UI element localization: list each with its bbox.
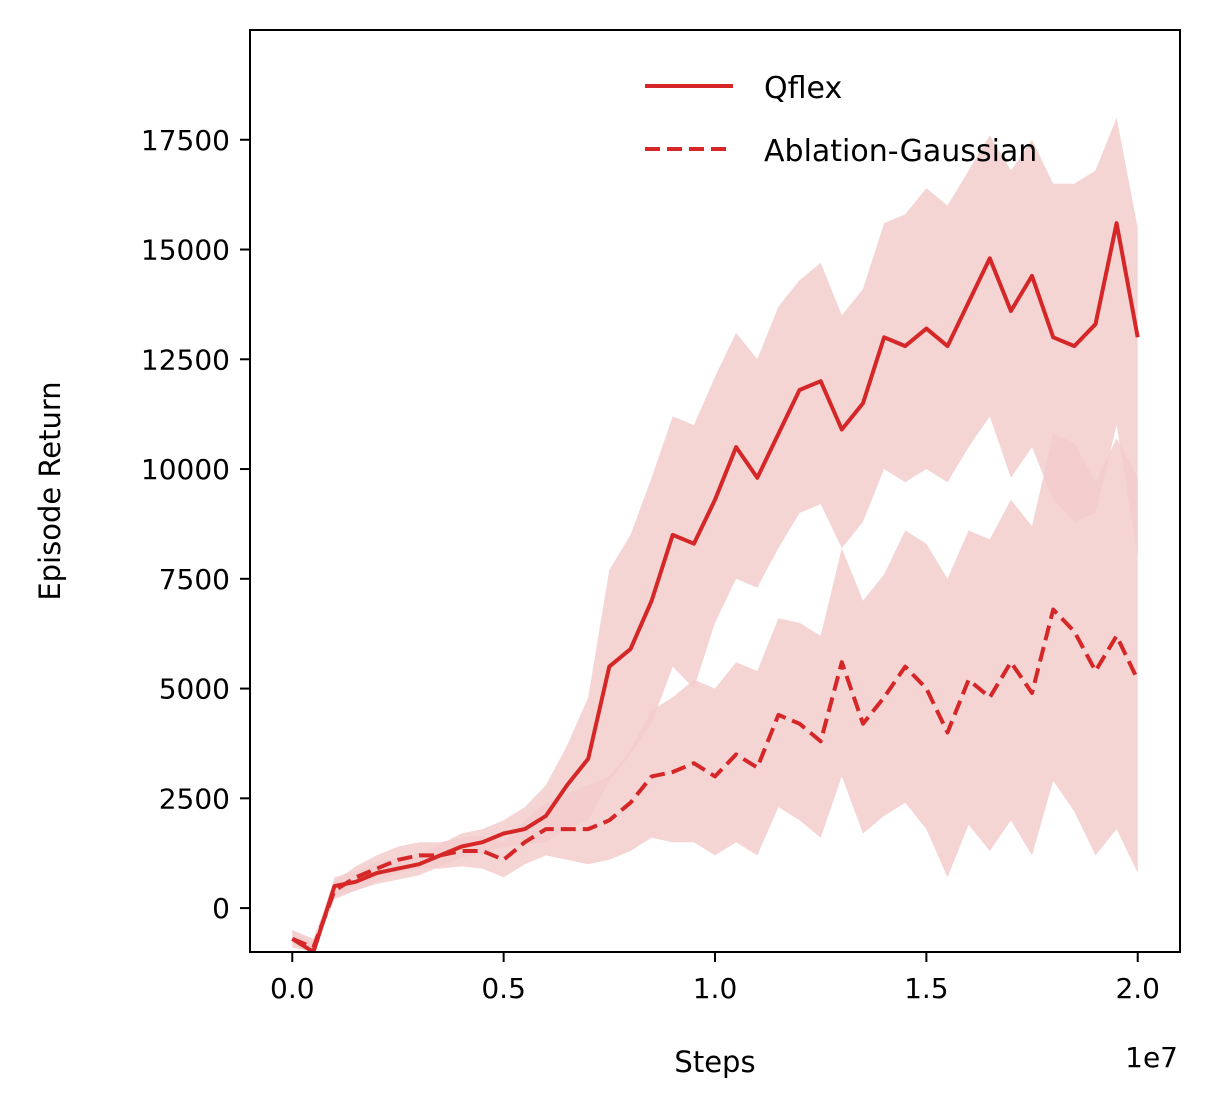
y-tick-label: 5000: [159, 673, 230, 706]
legend: Qflex Ablation-Gaussian: [645, 71, 1037, 169]
x-axis-ticks: 0.0 0.5 1.0 1.5 2.0: [270, 952, 1160, 1005]
x-tick-label: 2.0: [1115, 972, 1160, 1005]
y-axis-label: Episode Return: [33, 381, 67, 600]
y-tick-label: 12500: [141, 343, 230, 376]
y-tick-label: 7500: [159, 563, 230, 596]
line-qflex: [291, 221, 1140, 952]
y-tick-label: 17500: [141, 124, 230, 157]
y-tick-label: 0: [212, 892, 230, 925]
y-tick-label: 2500: [159, 782, 230, 815]
x-tick-label: 0.0: [270, 972, 315, 1005]
x-axis-offset-label: 1e7: [1125, 1041, 1178, 1074]
series-lines: [291, 221, 1140, 952]
y-tick-label: 15000: [141, 234, 230, 267]
y-axis-ticks: 0 2500 5000 7500 10000 12500 15000 17500: [141, 124, 250, 925]
x-tick-label: 1.0: [693, 972, 738, 1005]
legend-label-ablation-gaussian: Ablation-Gaussian: [764, 134, 1037, 169]
y-tick-label: 10000: [141, 453, 230, 486]
x-tick-label: 0.5: [481, 972, 526, 1005]
x-tick-label: 1.5: [904, 972, 949, 1005]
confidence-bands: [292, 117, 1138, 952]
legend-label-qflex: Qflex: [764, 71, 842, 106]
x-axis-label: Steps: [674, 1045, 755, 1079]
line-ablation-gaussian: [291, 607, 1140, 950]
band-ablation-gaussian: [292, 433, 1138, 952]
band-qflex: [292, 117, 1138, 952]
